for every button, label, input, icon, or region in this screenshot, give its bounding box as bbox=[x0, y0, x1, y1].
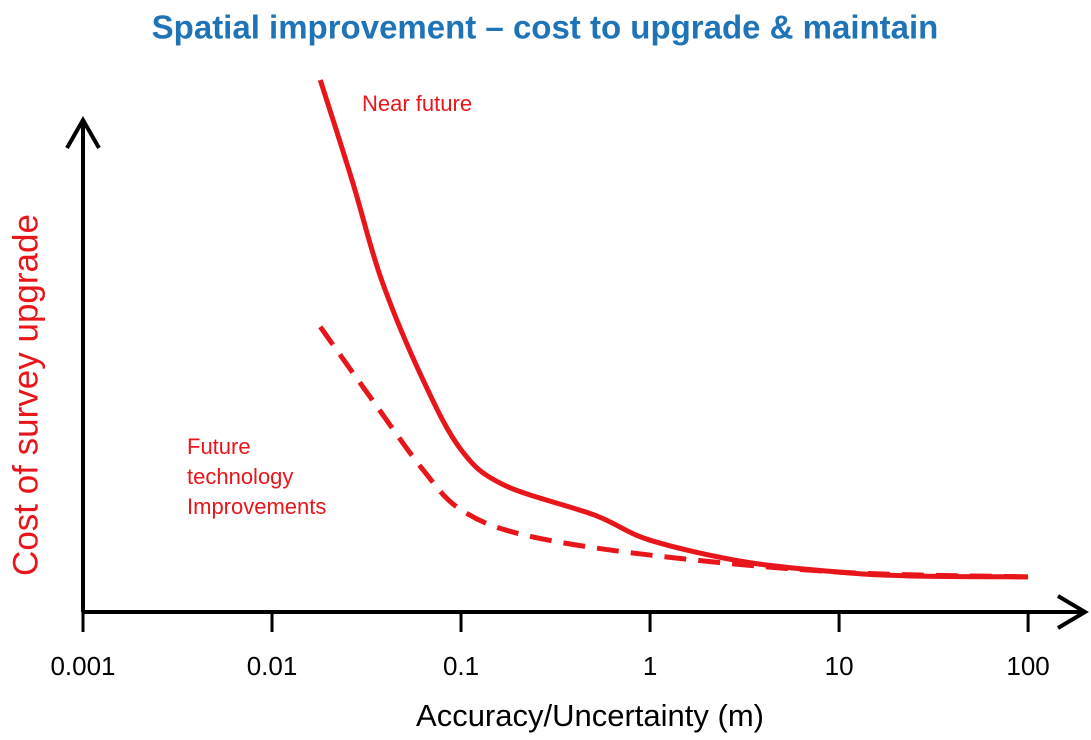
x-tick-label: 0.001 bbox=[50, 651, 115, 681]
chart-title: Spatial improvement – cost to upgrade & … bbox=[152, 9, 939, 46]
series-line bbox=[317, 79, 1029, 580]
x-tick-label: 0.1 bbox=[443, 651, 479, 681]
x-tick-label: 100 bbox=[1006, 651, 1049, 681]
x-tick-label: 10 bbox=[825, 651, 854, 681]
x-axis-arrow bbox=[1056, 594, 1089, 630]
series-line bbox=[318, 325, 1029, 580]
y-axis-arrow bbox=[65, 115, 101, 149]
series-annotation: Near future bbox=[362, 91, 473, 116]
y-axis-label: Cost of survey upgrade bbox=[6, 214, 45, 576]
x-tick-label: 1 bbox=[643, 651, 657, 681]
series-annotation: Future technology Improvements bbox=[187, 434, 327, 519]
x-axis-label: Accuracy/Uncertainty (m) bbox=[416, 698, 764, 733]
x-tick-label: 0.01 bbox=[247, 651, 298, 681]
